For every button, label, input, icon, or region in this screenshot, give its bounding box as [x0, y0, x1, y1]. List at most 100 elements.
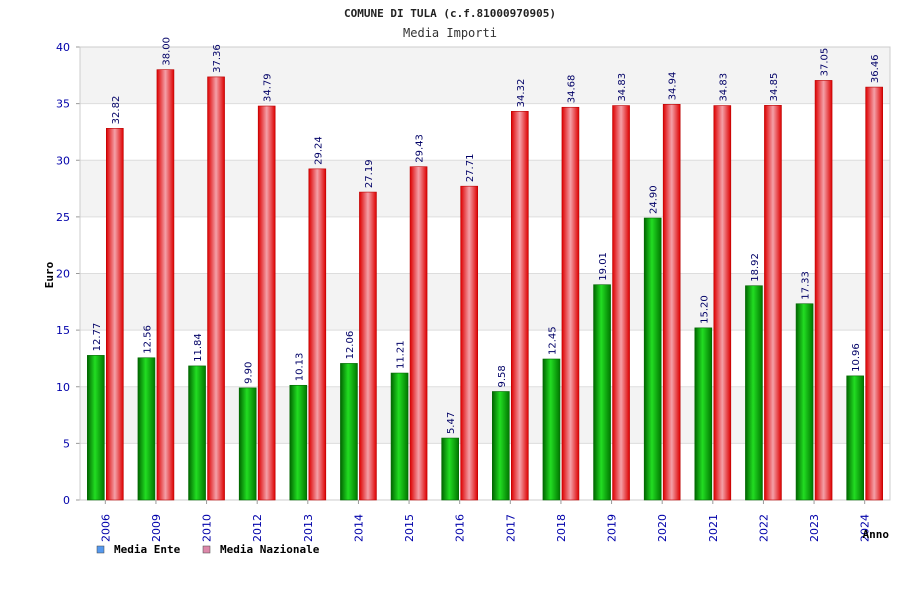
data-label: 10.13: [294, 353, 305, 382]
y-axis-label: Euro: [43, 261, 56, 288]
bar-media-ente-2024: [846, 375, 864, 501]
bar-media-ente-2006: [87, 355, 105, 501]
bar-media-ente-2017: [492, 391, 510, 501]
y-tick-label: 20: [56, 268, 70, 281]
bar-media-nazionale-2019: [612, 105, 630, 501]
chart-title: COMUNE DI TULA (c.f.81000970905): [344, 7, 556, 20]
bar-media-ente-2016: [441, 437, 459, 501]
y-tick-label: 40: [56, 41, 70, 54]
bar-media-ente-2014: [340, 363, 358, 501]
data-label: 15.20: [699, 295, 710, 324]
legend-label-media-nazionale: Media Nazionale: [220, 543, 320, 556]
data-label: 10.96: [851, 343, 862, 372]
bar-media-nazionale-2012: [257, 105, 276, 501]
bar-media-nazionale-2010: [207, 76, 225, 501]
data-label: 9.58: [497, 365, 508, 387]
x-tick-label: 2006: [99, 514, 112, 542]
x-tick-label: 2021: [707, 514, 720, 542]
data-label: 29.43: [415, 134, 426, 163]
legend-label-media-ente: Media Ente: [114, 543, 181, 556]
plot-frame: [79, 46, 891, 501]
data-label: 11.84: [193, 333, 204, 362]
data-label: 12.56: [142, 325, 153, 354]
legend-swatch-media-ente: [96, 545, 105, 554]
legend: Media Ente Media Nazionale: [96, 543, 320, 556]
x-tick-label: 2022: [757, 514, 770, 542]
bar-media-nazionale-2015: [409, 166, 428, 501]
data-label: 18.92: [750, 253, 761, 282]
bar-media-ente-2018: [542, 358, 561, 501]
y-tick-label: 0: [63, 494, 70, 507]
y-tick-label: 25: [56, 211, 70, 224]
data-label: 34.85: [769, 73, 780, 102]
x-tick-label: 2013: [302, 514, 315, 542]
data-label: 17.33: [801, 271, 812, 300]
x-tick-label: 2023: [808, 514, 821, 542]
data-label: 5.47: [446, 412, 457, 434]
x-tick-label: 2020: [656, 514, 669, 542]
x-axis-label: Anno: [863, 528, 890, 541]
bar-media-nazionale-2021: [713, 105, 732, 501]
data-label: 36.46: [870, 54, 881, 83]
y-tick-label: 30: [56, 154, 70, 167]
bar-media-ente-2012: [238, 387, 257, 501]
y-tick-label: 5: [63, 437, 70, 450]
data-label: 12.45: [547, 326, 558, 355]
data-label: 38.00: [161, 37, 172, 66]
data-label: 34.79: [263, 73, 274, 102]
x-tick-label: 2009: [150, 514, 163, 542]
data-label: 37.36: [212, 44, 223, 73]
x-tick-label: 2016: [454, 514, 467, 542]
bar-media-nazionale-2020: [662, 104, 681, 501]
x-tick-label: 2012: [251, 514, 264, 542]
bar-media-ente-2022: [745, 285, 763, 501]
x-tick-label: 2010: [201, 514, 214, 542]
data-label: 34.83: [617, 73, 628, 102]
bar-media-nazionale-2016: [460, 185, 478, 501]
bar-media-nazionale-2009: [156, 69, 175, 501]
x-tick-label: 2018: [555, 514, 568, 542]
bar-media-nazionale-2022: [764, 105, 782, 501]
y-tick-label: 35: [56, 98, 70, 111]
bar-media-nazionale-2014: [359, 191, 377, 501]
data-label: 34.83: [718, 73, 729, 102]
x-tick-label: 2014: [352, 514, 365, 542]
bar-media-ente-2010: [188, 365, 206, 501]
data-label: 27.71: [465, 154, 476, 183]
legend-swatch-media-nazionale: [202, 545, 211, 554]
data-label: 11.21: [396, 340, 407, 369]
bar-media-nazionale-2024: [865, 86, 883, 501]
y-tick-label: 10: [56, 381, 70, 394]
bar-media-ente-2013: [289, 384, 308, 501]
bar-media-nazionale-2018: [561, 106, 580, 501]
bar-media-nazionale-2017: [511, 111, 529, 501]
data-label: 27.19: [364, 159, 375, 188]
data-label: 34.94: [668, 72, 679, 101]
bar-media-nazionale-2013: [308, 168, 327, 501]
data-label: 32.82: [111, 96, 122, 125]
data-label: 19.01: [598, 252, 609, 281]
data-label: 34.32: [516, 79, 527, 108]
bar-media-ente-2009: [137, 357, 156, 501]
plot-area: 0 5 10 15 20 25 30 35 40 12.77 32.82 2006 12.56 38.00…: [56, 37, 891, 542]
bar-media-ente-2020: [643, 217, 662, 501]
data-label: 29.24: [313, 136, 324, 165]
x-tick-label: 2015: [403, 514, 416, 542]
data-label: 9.90: [244, 362, 255, 384]
x-tick-label: 2024: [859, 514, 872, 542]
bar-media-ente-2021: [694, 327, 713, 501]
data-label: 34.68: [566, 75, 577, 104]
bar-media-ente-2019: [593, 284, 611, 501]
chart-subtitle: Media Importi: [403, 26, 497, 40]
bar-media-ente-2023: [795, 303, 814, 501]
bar-media-nazionale-2006: [106, 128, 124, 501]
data-label: 37.05: [820, 48, 831, 77]
data-label: 12.77: [92, 323, 103, 352]
data-label: 12.06: [345, 331, 356, 360]
y-tick-label: 15: [56, 324, 70, 337]
data-label: 24.90: [649, 185, 660, 214]
x-tick-label: 2017: [504, 514, 517, 542]
x-tick-label: 2019: [606, 514, 619, 542]
bar-media-nazionale-2023: [814, 80, 833, 501]
